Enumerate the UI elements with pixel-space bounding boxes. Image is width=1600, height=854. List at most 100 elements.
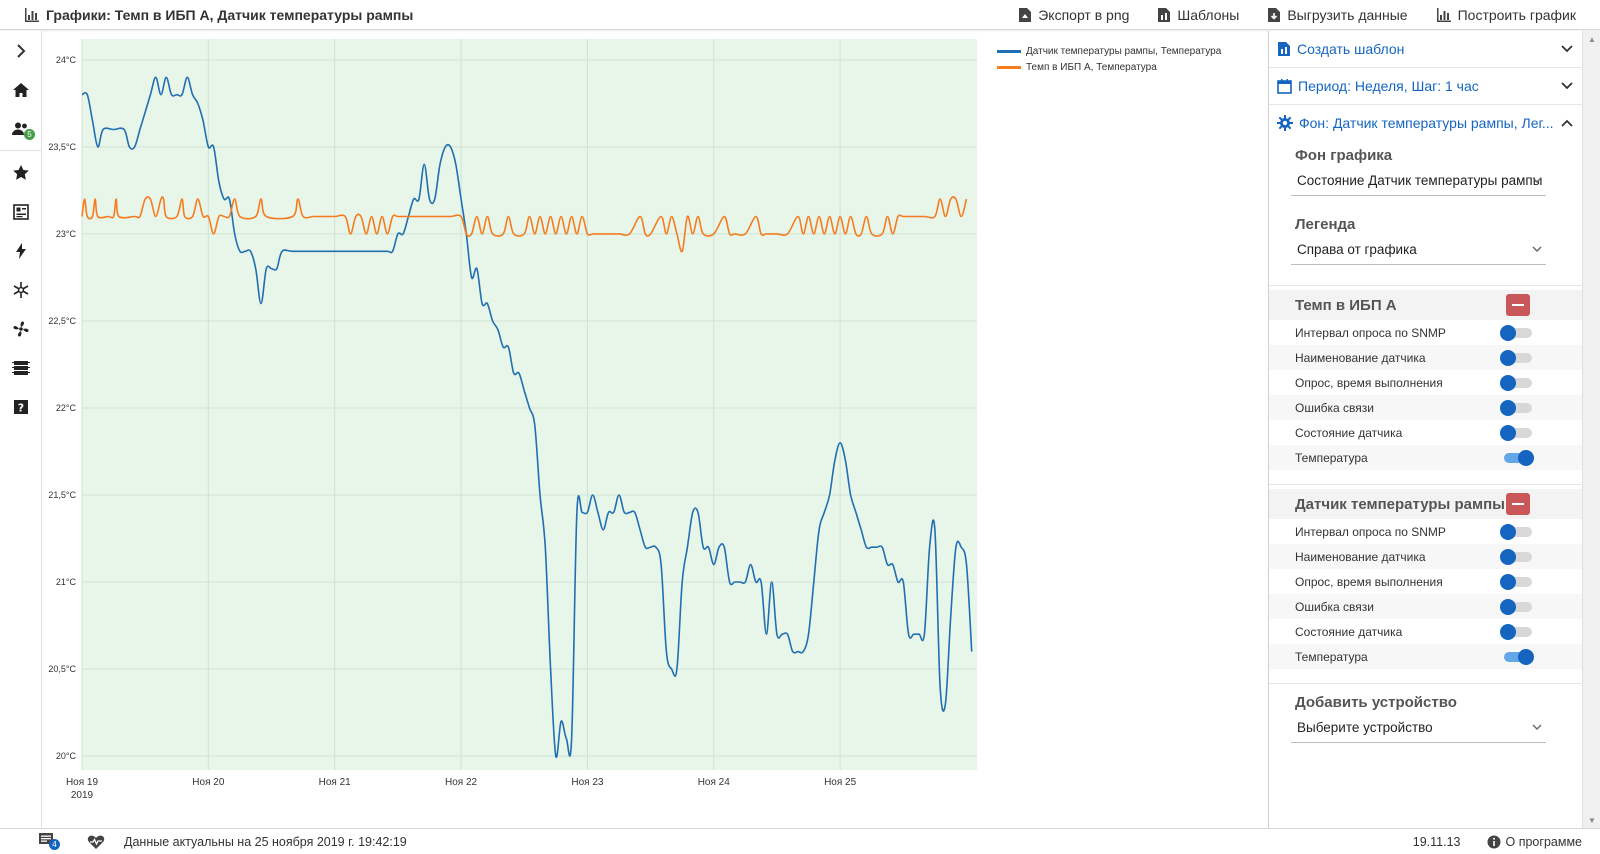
legend-label-ramp: Датчик температуры рампы, Температура: [1026, 45, 1222, 57]
export-png-button[interactable]: Экспорт в png: [1018, 7, 1129, 23]
sidebar-item-expand[interactable]: [0, 31, 42, 70]
accordion-divider: [1269, 104, 1582, 105]
sidebar-item-servers[interactable]: [0, 348, 42, 387]
toggle-switch[interactable]: [1500, 400, 1534, 416]
toggle-row-label: Наименование датчика: [1295, 549, 1426, 564]
y-tick-label: 20°C: [56, 751, 77, 761]
chevron-down-icon: [1561, 45, 1573, 53]
x-tick-label: Ноя 22: [445, 777, 478, 788]
sidebar-item-dashboard[interactable]: [0, 192, 42, 231]
section-divider: [1269, 484, 1582, 485]
legend-select[interactable]: Справа от графика: [1291, 235, 1546, 265]
section-divider: [1269, 285, 1582, 286]
series-line-ramp-temperature[interactable]: [81, 76, 973, 759]
notifications-badge: 4: [49, 839, 60, 850]
sidebar-item-favorites[interactable]: [0, 153, 42, 192]
spacer: [1269, 470, 1582, 484]
chevron-up-icon: [1561, 119, 1573, 127]
templates-button[interactable]: Шаблоны: [1157, 7, 1239, 23]
home-icon: [13, 82, 29, 97]
sidebar: 5 ?: [0, 31, 42, 828]
toggle-switch[interactable]: [1500, 649, 1534, 665]
toggle-row: Наименование датчика: [1269, 544, 1582, 569]
minus-icon: [1512, 503, 1524, 505]
dashboard-icon: [13, 203, 29, 220]
templates-icon: [1158, 7, 1171, 22]
scroll-down-icon[interactable]: ▼: [1588, 815, 1596, 825]
toggle-switch[interactable]: [1500, 599, 1534, 615]
chart-background: [82, 39, 977, 770]
toggle-row: Температура: [1269, 644, 1582, 669]
toggle-switch[interactable]: [1500, 549, 1534, 565]
spacer: [1269, 669, 1582, 683]
remove-ups-button[interactable]: [1506, 294, 1530, 316]
x-tick-year: 2019: [71, 790, 94, 801]
sidebar-item-ventilation[interactable]: [0, 309, 42, 348]
toggle-switch[interactable]: [1500, 350, 1534, 366]
download-data-button[interactable]: Выгрузить данные: [1267, 7, 1408, 23]
download-data-icon: [1268, 7, 1281, 22]
toggle-row: Состояние датчика: [1269, 420, 1582, 445]
toggle-row: Ошибка связи: [1269, 395, 1582, 420]
x-tick-label: Ноя 20: [192, 777, 225, 788]
data-actual-status: Данные актуальны на 25 ноября 2019 г. 19…: [124, 834, 407, 849]
about-button[interactable]: О программе: [1487, 835, 1582, 849]
toggle-row: Опрос, время выполнения: [1269, 569, 1582, 594]
toggle-row-label: Наименование датчика: [1295, 350, 1426, 365]
svg-text:?: ?: [18, 401, 24, 414]
y-axis: 24°C 23,5°C 23°C 22,5°C 22°C 21,5°C 21°C 20,5°C…: [48, 55, 76, 761]
y-tick-label: 22,5°C: [48, 316, 76, 326]
sidebar-item-users[interactable]: 5: [0, 109, 42, 148]
toggle-row: Интервал опроса по SNMP: [1269, 519, 1582, 544]
group-ramp-title: Датчик температуры рампы: [1295, 495, 1505, 513]
remove-ramp-button[interactable]: [1506, 493, 1530, 515]
settings-panel: Создать шаблон Период: Неделя, Шаг: 1 ча…: [1268, 31, 1582, 828]
toggle-switch[interactable]: [1500, 574, 1534, 590]
panel-scrollbar[interactable]: ▲ ▼: [1582, 31, 1600, 828]
notifications-button[interactable]: 4: [38, 831, 76, 852]
lightning-icon: [16, 242, 26, 259]
toggle-row-label: Опрос, время выполнения: [1295, 375, 1443, 390]
heartbeat-icon: [87, 835, 105, 849]
help-icon: ?: [14, 399, 28, 414]
sidebar-item-help[interactable]: ?: [0, 387, 42, 426]
series-line-ups-temperature[interactable]: [81, 196, 968, 253]
legend-item-ramp[interactable]: Датчик температуры рампы, Температура: [997, 43, 1221, 59]
group-ramp-rows: Интервал опроса по SNMP Наименование дат…: [1269, 519, 1582, 669]
y-tick-label: 23,5°C: [48, 142, 76, 152]
add-device-select[interactable]: Выберите устройство: [1291, 713, 1546, 743]
export-png-icon: [1019, 7, 1032, 22]
accordion-background-label: Фон: Датчик температуры рампы, Лег...: [1299, 115, 1554, 131]
toggle-switch[interactable]: [1500, 450, 1534, 466]
legend-section-title: Легенда: [1295, 216, 1356, 233]
toggle-switch[interactable]: [1500, 524, 1534, 540]
accordion-create-template-label: Создать шаблон: [1297, 41, 1405, 57]
y-tick-label: 22°C: [56, 403, 77, 413]
add-device-title: Добавить устройство: [1295, 694, 1457, 711]
legend-item-ups[interactable]: Темп в ИБП А, Температура: [997, 59, 1221, 75]
star-icon: [13, 165, 29, 180]
background-select[interactable]: Состояние Датчик температуры рампы: [1291, 166, 1546, 196]
y-tick-label: 21°C: [56, 577, 77, 587]
templates-label: Шаблоны: [1177, 6, 1240, 23]
accordion-background[interactable]: Фон: Датчик температуры рампы, Лег...: [1269, 105, 1582, 141]
snowflake-icon: [13, 281, 29, 298]
build-chart-button[interactable]: Построить график: [1436, 7, 1576, 23]
accordion-create-template[interactable]: Создать шаблон: [1269, 31, 1582, 67]
export-png-label: Экспорт в png: [1038, 6, 1130, 23]
toggle-switch[interactable]: [1500, 325, 1534, 341]
toggle-switch[interactable]: [1500, 624, 1534, 640]
toggle-row-label: Опрос, время выполнения: [1295, 574, 1443, 589]
toggle-switch[interactable]: [1500, 375, 1534, 391]
chart-series: [81, 76, 973, 759]
sidebar-item-home[interactable]: [0, 70, 42, 109]
chevron-right-icon: [17, 43, 26, 58]
toggle-switch[interactable]: [1500, 425, 1534, 441]
health-button[interactable]: [76, 834, 116, 850]
toggle-row: Наименование датчика: [1269, 345, 1582, 370]
accordion-period[interactable]: Период: Неделя, Шаг: 1 час: [1269, 68, 1582, 104]
sidebar-item-power[interactable]: [0, 231, 42, 270]
scroll-up-icon[interactable]: ▲: [1588, 34, 1596, 44]
status-bar: 4 Данные актуальны на 25 ноября 2019 г. …: [0, 828, 1600, 854]
sidebar-item-climate[interactable]: [0, 270, 42, 309]
